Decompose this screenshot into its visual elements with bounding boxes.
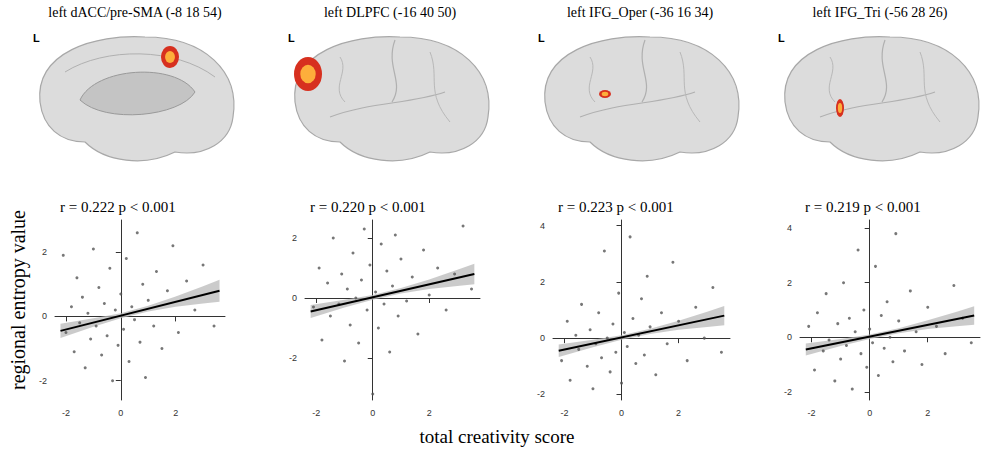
svg-text:L: L: [288, 32, 295, 44]
svg-text:2: 2: [42, 247, 47, 257]
svg-text:left IFG_Tri (-56 28 26): left IFG_Tri (-56 28 26): [813, 5, 948, 21]
svg-text:L: L: [33, 32, 40, 44]
svg-text:0: 0: [42, 311, 47, 321]
svg-text:-2: -2: [560, 408, 568, 418]
svg-text:r = 0.220 p < 0.001: r = 0.220 p < 0.001: [310, 199, 426, 215]
svg-text:L: L: [538, 32, 545, 44]
svg-text:0: 0: [540, 333, 545, 343]
svg-text:-2: -2: [39, 376, 47, 386]
svg-text:-2: -2: [312, 408, 320, 418]
svg-text:0: 0: [787, 332, 792, 342]
svg-text:-2: -2: [784, 387, 792, 397]
svg-text:left IFG_Oper (-36 16 34): left IFG_Oper (-36 16 34): [567, 5, 714, 21]
svg-text:0: 0: [619, 408, 624, 418]
svg-text:L: L: [778, 32, 785, 44]
svg-text:4: 4: [787, 223, 792, 233]
svg-text:left DLPFC (-16 40 50): left DLPFC (-16 40 50): [324, 5, 457, 21]
svg-text:2: 2: [173, 408, 178, 418]
svg-text:total creativity score: total creativity score: [419, 426, 574, 447]
svg-text:2: 2: [787, 278, 792, 288]
svg-text:r = 0.223 p < 0.001: r = 0.223 p < 0.001: [558, 199, 674, 215]
svg-text:2: 2: [427, 408, 432, 418]
svg-text:-2: -2: [537, 389, 545, 399]
svg-text:r = 0.219 p < 0.001: r = 0.219 p < 0.001: [805, 199, 921, 215]
svg-text:-2: -2: [808, 408, 816, 418]
svg-text:-2: -2: [62, 408, 70, 418]
svg-text:regional entropy value: regional entropy value: [7, 210, 30, 390]
svg-text:2: 2: [540, 277, 545, 287]
svg-text:0: 0: [292, 293, 297, 303]
svg-text:0: 0: [370, 408, 375, 418]
svg-text:4: 4: [540, 221, 545, 231]
svg-text:2: 2: [676, 408, 681, 418]
svg-text:left dACC/pre-SMA (-8 18 54): left dACC/pre-SMA (-8 18 54): [48, 5, 222, 21]
svg-text:0: 0: [118, 408, 123, 418]
svg-text:r = 0.222 p < 0.001: r = 0.222 p < 0.001: [60, 199, 176, 215]
svg-text:-2: -2: [289, 353, 297, 363]
svg-text:2: 2: [292, 233, 297, 243]
svg-text:0: 0: [867, 408, 872, 418]
svg-text:2: 2: [925, 408, 930, 418]
